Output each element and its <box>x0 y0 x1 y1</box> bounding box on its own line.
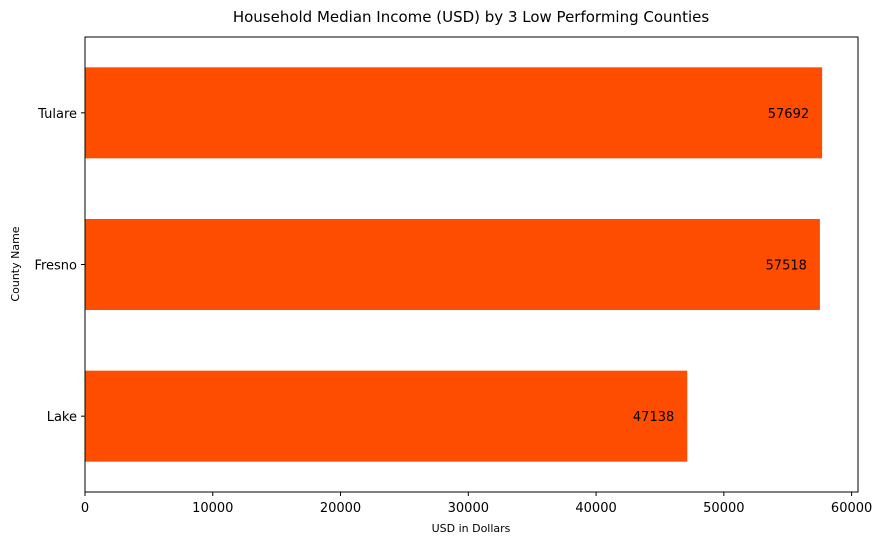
bar-lake <box>85 370 688 462</box>
x-axis-label: USD in Dollars <box>432 522 511 535</box>
bars-layer <box>85 67 823 462</box>
x-tick-label-0: 0 <box>81 501 89 516</box>
x-tick-label-1: 10000 <box>192 501 233 516</box>
x-tick-label-4: 40000 <box>575 501 616 516</box>
x-axis: 0 10000 20000 30000 40000 50000 60000 <box>81 492 872 516</box>
x-tick-label-6: 60000 <box>831 501 872 516</box>
y-axis-label: County Name <box>9 226 22 301</box>
y-tick-label-fresno: Fresno <box>34 259 77 274</box>
y-tick-label-tulare: Tulare <box>37 107 77 122</box>
data-label-tulare: 57692 <box>768 107 809 122</box>
data-label-lake: 47138 <box>633 410 674 425</box>
x-tick-label-3: 30000 <box>448 501 489 516</box>
bar-fresno <box>85 219 820 310</box>
data-labels-layer: 47138 57518 57692 <box>633 107 809 425</box>
x-tick-label-2: 20000 <box>320 501 361 516</box>
y-axis: Lake Fresno Tulare <box>34 107 85 425</box>
y-tick-label-lake: Lake <box>47 410 77 425</box>
chart-title: Household Median Income (USD) by 3 Low P… <box>233 8 710 26</box>
x-tick-label-5: 50000 <box>703 501 744 516</box>
bar-tulare <box>85 67 823 159</box>
data-label-fresno: 57518 <box>766 259 807 274</box>
